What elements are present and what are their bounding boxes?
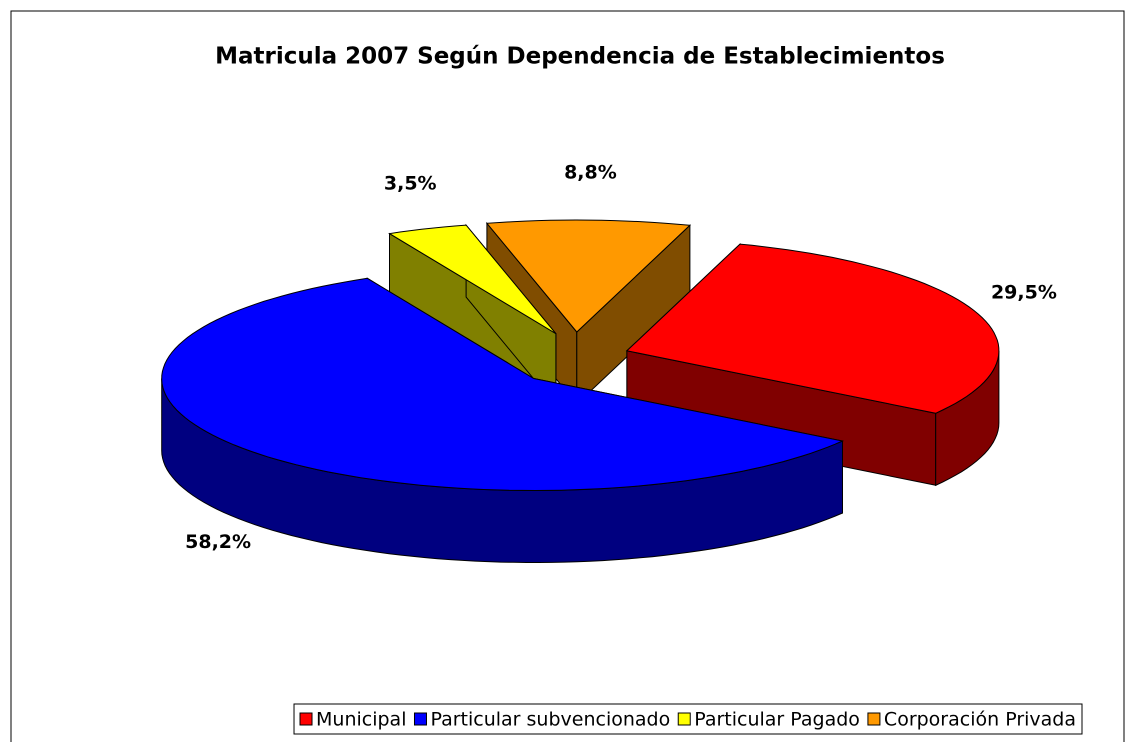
slice — [161, 277, 845, 563]
slice — [388, 223, 557, 408]
slice — [625, 242, 1000, 487]
legend-swatch — [413, 712, 427, 726]
legend: Municipal Particular subvencionado Particu… — [293, 703, 1083, 735]
slice-top — [161, 277, 845, 492]
value-label: 58,2% — [185, 531, 251, 553]
slice-top — [388, 224, 557, 335]
legend-swatch — [677, 712, 691, 726]
legend-label: Corporación Privada — [884, 709, 1076, 731]
legend-label: Particular Pagado — [694, 709, 860, 731]
legend-label: Particular subvencionado — [430, 709, 670, 731]
slice-top — [625, 243, 1000, 414]
chart-title: Matricula 2007 Según Dependencia de Esta… — [215, 44, 945, 70]
value-label: 3,5% — [384, 172, 437, 194]
value-label: 8,8% — [564, 161, 617, 183]
legend-swatch — [867, 712, 881, 726]
legend-label: Municipal — [316, 709, 406, 731]
slice-top — [485, 219, 692, 333]
value-label: 29,5% — [991, 282, 1057, 304]
legend-swatch — [299, 712, 313, 726]
